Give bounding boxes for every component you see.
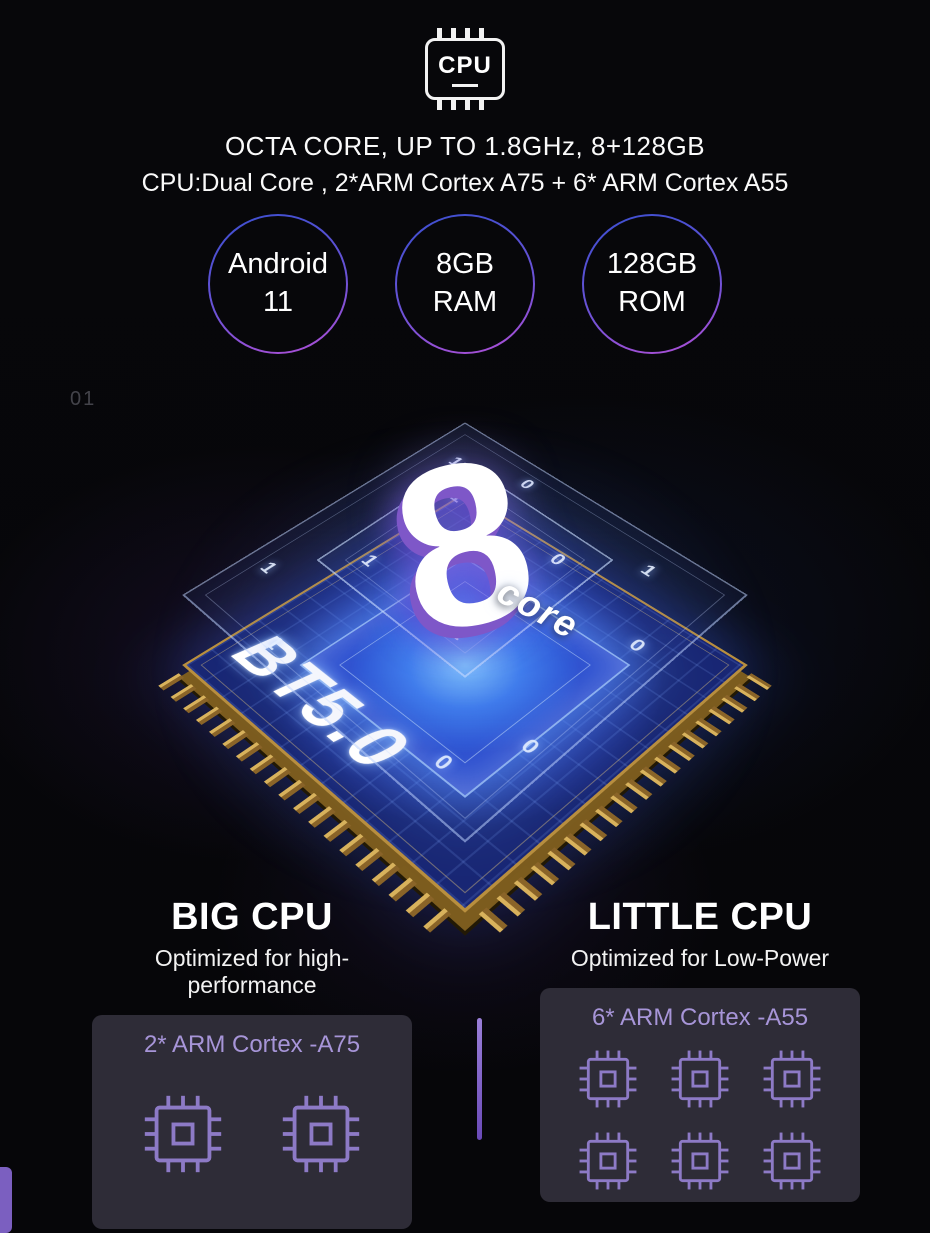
binary-digit: 0 — [428, 749, 459, 775]
chip-wireframe-layer: 1 0 1 0 1 1 0 0 — [182, 422, 748, 843]
chip-edge-trace — [200, 501, 730, 894]
binary-digit: 1 — [255, 558, 283, 577]
little-cpu-section: LITTLE CPU Optimized for Low-Power 6* AR… — [540, 896, 860, 1202]
chip-glow — [150, 420, 780, 920]
cpu-icon-pins-bottom — [437, 100, 493, 110]
badge-ram-top: 8GB — [435, 248, 495, 281]
badge-android-bottom: 11 — [262, 286, 294, 318]
badge-rom: 128GB ROM — [582, 214, 722, 354]
badge-rom-top: 128GB — [606, 248, 698, 281]
big-cpu-title: BIG CPU — [171, 896, 333, 938]
cpu-core-icon — [280, 1093, 362, 1174]
spec-badges: Android 11 8GB RAM 128GB ROM — [0, 214, 930, 354]
core-word-text: core — [490, 570, 586, 647]
faint-binary-text: 01 — [70, 388, 97, 410]
cpu-core-icon — [578, 1130, 638, 1191]
chip-top-face: BT5.0 — [182, 492, 748, 913]
column-divider — [477, 1018, 482, 1140]
badge-ram-inner: 8GB RAM — [397, 216, 533, 352]
binary-digit: 0 — [624, 635, 651, 656]
cpu-core-icon — [670, 1130, 730, 1191]
bluetooth-label: BT5.0 — [217, 622, 427, 786]
little-cpu-card: 6* ARM Cortex -A55 — [540, 987, 860, 1202]
little-cpu-chip-label: 6* ARM Cortex -A55 — [591, 1003, 809, 1031]
binary-digit: 0 — [515, 476, 540, 492]
binary-digit: 0 — [545, 549, 571, 569]
corner-accent-bar — [0, 1167, 12, 1233]
chip-die — [299, 557, 631, 798]
headline-primary: OCTA CORE, UP TO 1.8GHz, 8+128GB — [224, 131, 706, 161]
binary-digit: 1 — [636, 561, 662, 580]
core-count-text: 8 — [372, 404, 556, 685]
cpu-core-icon — [762, 1048, 822, 1109]
binary-digit: 1 — [356, 550, 384, 570]
big-cpu-card: 2* ARM Cortex -A75 — [92, 1014, 412, 1229]
binary-digit: 1 — [444, 622, 473, 644]
badge-rom-bottom: ROM — [618, 286, 686, 318]
cpu-core-icon — [670, 1048, 730, 1109]
chip-wireframe-lid: 1 0 1 1 — [316, 462, 614, 678]
headline-secondary: CPU:Dual Core , 2*ARM Cortex A75 + 6* AR… — [141, 169, 789, 197]
cpu-core-icon — [578, 1048, 638, 1109]
cpu-icon-label: CPU — [438, 51, 492, 79]
cpu-icon-box: CPU — [425, 38, 505, 100]
cpu-core-icon — [142, 1093, 224, 1174]
little-cpu-core-icons — [540, 1044, 860, 1196]
badge-android-top: Android — [228, 248, 328, 281]
big-cpu-chip-label: 2* ARM Cortex -A75 — [143, 1030, 361, 1058]
binary-digit: 1 — [260, 632, 289, 654]
badge-ram-bottom: RAM — [432, 286, 498, 318]
cpu-icon-underline — [452, 83, 478, 87]
binary-digit: 1 — [445, 488, 471, 506]
binary-digit: 1 — [444, 454, 468, 469]
cpu-core-icon — [762, 1130, 822, 1191]
badge-ram: 8GB RAM — [395, 214, 535, 354]
badge-android-inner: Android 11 — [210, 216, 346, 352]
cpu-icon-pins-top — [437, 28, 493, 38]
big-cpu-section: BIG CPU Optimized for high-performance 2… — [92, 896, 412, 1229]
cpu-chip-icon: CPU — [425, 28, 505, 110]
big-cpu-subtitle: Optimized for high-performance — [154, 944, 350, 998]
little-cpu-title: LITTLE CPU — [587, 896, 813, 938]
little-cpu-subtitle: Optimized for Low-Power — [570, 944, 830, 971]
badge-android: Android 11 — [208, 214, 348, 354]
badge-rom-inner: 128GB ROM — [584, 216, 720, 352]
big-cpu-core-icons — [92, 1087, 412, 1181]
binary-digit: 0 — [515, 734, 546, 759]
